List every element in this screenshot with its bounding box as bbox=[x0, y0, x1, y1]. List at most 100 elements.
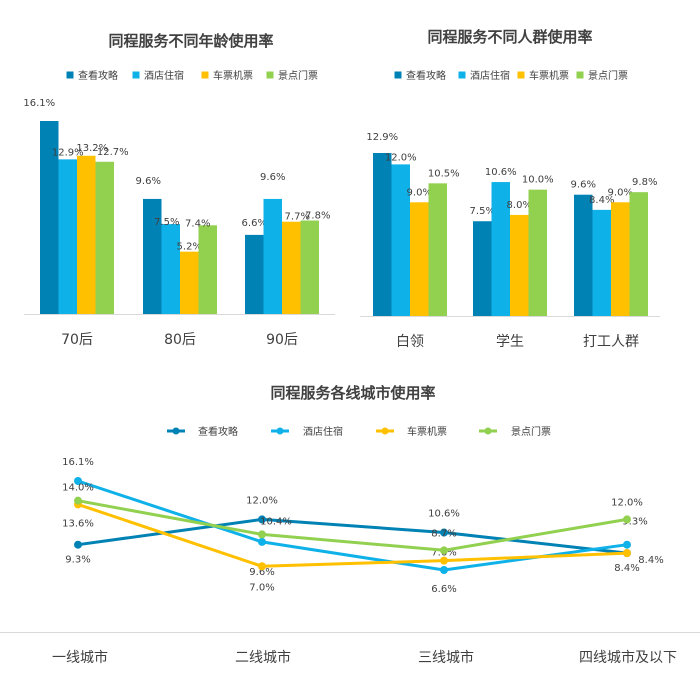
chart1-label-3-1: 7.4% bbox=[185, 218, 210, 229]
chart3-label-0-1: 12.0% bbox=[246, 495, 278, 506]
chart1-label-0-0: 16.1% bbox=[23, 98, 55, 109]
chart2-bar-2-1 bbox=[510, 214, 529, 316]
chart1-label-2-0: 13.2% bbox=[76, 143, 108, 154]
chart2-label-1-1: 10.6% bbox=[485, 167, 517, 178]
chart2-label-2-0: 9.0% bbox=[407, 187, 432, 198]
chart1-legend-swatch-0 bbox=[66, 71, 74, 79]
chart1-bar-2-0 bbox=[77, 155, 96, 314]
chart3-x-tick-2: 三线城市 bbox=[418, 649, 474, 666]
chart3-point-1-2 bbox=[440, 566, 448, 574]
chart3-label-2-1: 7.0% bbox=[249, 582, 274, 593]
chart2-label-2-1: 8.0% bbox=[507, 200, 532, 211]
chart2-label-3-2: 9.8% bbox=[632, 177, 657, 188]
chart3-point-1-1 bbox=[258, 537, 266, 546]
chart1-title: 同程服务不同年龄使用率 bbox=[108, 32, 273, 50]
chart3-point-2-3 bbox=[623, 549, 631, 558]
chart1-bar-1-0 bbox=[58, 159, 77, 314]
chart3-label-2-0: 13.6% bbox=[62, 518, 94, 529]
chart1-bar-1-2 bbox=[263, 198, 282, 314]
chart2-label-2-2: 9.0% bbox=[608, 187, 633, 198]
chart2-x-tick-1: 学生 bbox=[496, 334, 524, 350]
chart1-x-tick-1: 80后 bbox=[164, 332, 196, 348]
chart1-legend-label-2: 车票机票 bbox=[213, 69, 253, 82]
chart2-legend-swatch-1 bbox=[458, 71, 466, 79]
chart3-series-line-2 bbox=[77, 502, 628, 568]
chart1-label-1-2: 9.6% bbox=[260, 172, 285, 183]
chart3-series-line-0 bbox=[77, 517, 628, 555]
chart3-point-3-0 bbox=[74, 496, 82, 505]
chart1-label-0-2: 6.6% bbox=[242, 218, 267, 229]
chart1-legend-swatch-2 bbox=[201, 71, 209, 79]
chart2-label-0-2: 9.6% bbox=[571, 180, 596, 191]
chart3-x-tick-1: 二线城市 bbox=[235, 649, 291, 666]
chart2-legend-label-0: 查看攻略 bbox=[406, 69, 446, 82]
chart3-point-0-2 bbox=[440, 528, 448, 537]
chart2-bar-0-2 bbox=[574, 194, 593, 316]
chart3-x-tick-3: 四线城市及以下 bbox=[579, 649, 677, 666]
chart1-legend-label-1: 酒店住宿 bbox=[144, 69, 184, 82]
chart1-label-3-0: 12.7% bbox=[97, 147, 129, 158]
chart3-point-2-2 bbox=[440, 556, 448, 565]
chart3-series-line-3 bbox=[77, 499, 628, 552]
chart2-label-1-0: 12.0% bbox=[385, 152, 417, 163]
chart3-legend-label-1: 酒店住宿 bbox=[303, 425, 343, 438]
chart3-point-3-1 bbox=[258, 530, 266, 539]
chart1-legend-label-0: 查看攻略 bbox=[78, 69, 118, 82]
chart2-x-tick-2: 打工人群 bbox=[583, 333, 639, 350]
chart1-bar-1-1 bbox=[161, 224, 180, 314]
chart2-bar-0-1 bbox=[473, 221, 492, 316]
chart1-bar-0-2 bbox=[245, 234, 264, 314]
chart3-point-0-0 bbox=[74, 540, 82, 549]
chart2-bar-1-1 bbox=[491, 182, 510, 316]
chart3-label-1-0: 16.1% bbox=[62, 457, 94, 468]
chart3-point-3-2 bbox=[440, 546, 448, 555]
chart2-bar-2-2 bbox=[611, 202, 630, 316]
chart1-label-1-0: 12.9% bbox=[52, 147, 84, 158]
chart1-legend-label-3: 景点门票 bbox=[278, 69, 318, 82]
chart2-title: 同程服务不同人群使用率 bbox=[427, 28, 592, 46]
chart2-legend-swatch-2 bbox=[517, 71, 525, 79]
chart2-label-3-1: 10.0% bbox=[522, 175, 554, 186]
chart2-legend-label-2: 车票机票 bbox=[529, 69, 569, 82]
chart3-label-1-2: 6.6% bbox=[431, 584, 456, 595]
chart2-x-tick-0: 白领 bbox=[396, 334, 424, 350]
chart1-bar-2-2 bbox=[282, 221, 301, 314]
chart1-bar-3-2 bbox=[300, 220, 319, 314]
chart3-point-2-1 bbox=[258, 562, 266, 571]
chart3-label-3-3: 12.0% bbox=[611, 497, 643, 508]
chart2-bar-0-0 bbox=[373, 153, 392, 316]
chart2-legend-swatch-3 bbox=[576, 71, 584, 79]
chart1-bar-0-0 bbox=[40, 121, 59, 314]
chart1-x-tick-2: 90后 bbox=[266, 332, 298, 348]
chart3-label-1-3: 9.3% bbox=[622, 517, 647, 528]
chart1-bar-3-0 bbox=[95, 161, 114, 314]
chart2-label-0-0: 12.9% bbox=[366, 132, 398, 143]
chart1-label-2-2: 7.7% bbox=[285, 212, 310, 223]
chart3-legend-marker-3 bbox=[484, 427, 492, 435]
chart1-bar-0-1 bbox=[143, 198, 162, 314]
chart3-label-0-2: 10.6% bbox=[428, 509, 460, 520]
chart3-title: 同程服务各线城市使用率 bbox=[270, 384, 435, 402]
chart3-label-0-3: 8.4% bbox=[614, 563, 639, 574]
chart2-legend-label-1: 酒店住宿 bbox=[470, 69, 510, 82]
chart2-bar-1-0 bbox=[391, 164, 410, 316]
chart2-bar-1-2 bbox=[592, 209, 611, 316]
chart1-label-0-1: 9.6% bbox=[136, 176, 161, 187]
chart3-legend-label-3: 景点门票 bbox=[511, 425, 551, 438]
chart1-label-1-1: 7.5% bbox=[154, 217, 179, 228]
chart3-label-3-1: 10.4% bbox=[260, 516, 292, 527]
chart3-point-0-1 bbox=[258, 515, 266, 524]
chart3-x-tick-0: 一线城市 bbox=[52, 649, 108, 666]
chart3-label-0-0: 9.3% bbox=[65, 555, 90, 566]
chart2-legend-label-3: 景点门票 bbox=[588, 69, 628, 82]
chart1-label-2-1: 5.2% bbox=[177, 242, 202, 253]
chart1-bar-2-1 bbox=[180, 251, 199, 314]
chart1-x-tick-0: 70后 bbox=[61, 332, 93, 348]
chart3-label-3-0: 14.0% bbox=[62, 483, 94, 494]
chart2-label-0-1: 7.5% bbox=[470, 206, 495, 217]
chart1-bar-3-1 bbox=[198, 225, 217, 314]
chart2-label-3-0: 10.5% bbox=[428, 168, 460, 179]
chart2-legend-swatch-0 bbox=[394, 71, 402, 79]
